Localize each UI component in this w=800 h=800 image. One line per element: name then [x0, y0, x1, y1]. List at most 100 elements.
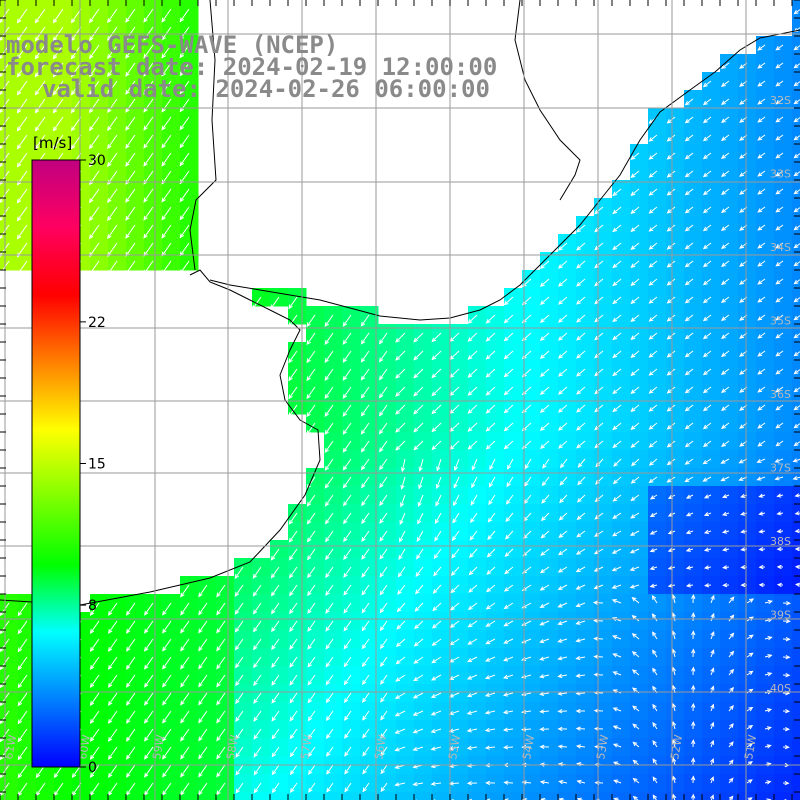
speed-cell — [792, 396, 800, 415]
speed-cell — [720, 450, 739, 469]
speed-cell — [684, 774, 703, 793]
speed-cell — [720, 702, 739, 721]
wind-arrow — [161, 8, 172, 22]
speed-cell — [342, 792, 361, 800]
speed-cell — [180, 792, 199, 800]
speed-cell — [576, 612, 595, 631]
speed-cell — [558, 720, 577, 739]
speed-cell — [432, 720, 451, 739]
speed-cell — [108, 792, 127, 800]
speed-cell — [414, 666, 433, 685]
speed-cell — [666, 504, 685, 523]
speed-cell — [396, 792, 415, 800]
wind-arrow-head — [161, 17, 166, 23]
speed-cell — [486, 594, 505, 613]
speed-cell — [576, 792, 595, 800]
speed-cell — [486, 342, 505, 361]
speed-cell — [594, 612, 613, 631]
speed-cell — [504, 666, 523, 685]
speed-cell — [720, 666, 739, 685]
speed-cell — [522, 360, 541, 379]
speed-cell — [558, 360, 577, 379]
colorbar-unit-label: [m/s] — [33, 134, 72, 152]
speed-cell — [612, 594, 631, 613]
speed-cell — [432, 630, 451, 649]
speed-cell — [468, 414, 487, 433]
speed-cell — [738, 576, 757, 595]
speed-cell — [522, 720, 541, 739]
speed-cell — [684, 576, 703, 595]
speed-cell — [0, 792, 19, 800]
speed-cell — [792, 684, 800, 703]
speed-cell — [306, 792, 325, 800]
speed-cell — [666, 576, 685, 595]
wind-arrow — [17, 8, 28, 23]
speed-cell — [792, 234, 800, 253]
speed-cell — [450, 792, 469, 800]
speed-cell — [558, 792, 577, 800]
speed-cell — [612, 342, 631, 361]
speed-cell — [234, 792, 253, 800]
speed-cell — [468, 360, 487, 379]
speed-cell — [540, 432, 559, 451]
speed-cell — [666, 522, 685, 541]
speed-cell — [576, 306, 595, 325]
speed-cell — [522, 288, 541, 307]
speed-cell — [540, 612, 559, 631]
speed-cell — [648, 792, 667, 800]
wind-arrow — [125, 8, 136, 23]
speed-cell — [522, 774, 541, 793]
speed-cell — [612, 252, 631, 271]
speed-cell — [414, 792, 433, 800]
speed-cell — [594, 648, 613, 667]
speed-cell — [666, 540, 685, 559]
speed-cell — [630, 558, 649, 577]
speed-cell — [774, 504, 793, 523]
speed-cell — [792, 252, 800, 271]
speed-cell — [558, 432, 577, 451]
speed-cell — [432, 702, 451, 721]
speed-cell — [450, 360, 469, 379]
speed-cell — [594, 288, 613, 307]
speed-cell — [756, 540, 775, 559]
speed-cell — [594, 378, 613, 397]
speed-cell — [594, 198, 613, 217]
speed-cell — [414, 720, 433, 739]
speed-cell — [414, 702, 433, 721]
speed-cell — [630, 180, 649, 199]
speed-cell — [540, 378, 559, 397]
speed-cell — [576, 648, 595, 667]
speed-cell — [702, 630, 721, 649]
speed-cell — [522, 594, 541, 613]
speed-cell — [612, 684, 631, 703]
speed-cell — [792, 648, 800, 667]
speed-cell — [648, 774, 667, 793]
speed-cell — [612, 216, 631, 235]
speed-cell — [126, 792, 145, 800]
speed-cell — [702, 540, 721, 559]
speed-cell — [792, 324, 800, 343]
speed-cell — [522, 702, 541, 721]
speed-cell — [792, 558, 800, 577]
speed-cell — [360, 792, 379, 800]
speed-cell — [738, 558, 757, 577]
speed-cell — [450, 414, 469, 433]
speed-cell — [684, 486, 703, 505]
speed-cell — [684, 666, 703, 685]
speed-cell — [522, 540, 541, 559]
speed-cell — [612, 666, 631, 685]
speed-cell — [558, 576, 577, 595]
speed-cell — [792, 360, 800, 379]
speed-cell — [558, 738, 577, 757]
speed-cell — [432, 648, 451, 667]
speed-cell — [576, 702, 595, 721]
speed-cell — [558, 666, 577, 685]
speed-cell — [396, 684, 415, 703]
speed-cell — [432, 666, 451, 685]
speed-cell — [540, 522, 559, 541]
speed-cell — [594, 486, 613, 505]
colorbar-tick-label: 8 — [88, 598, 97, 614]
speed-cell — [540, 666, 559, 685]
speed-cell — [612, 432, 631, 451]
speed-cell — [450, 648, 469, 667]
